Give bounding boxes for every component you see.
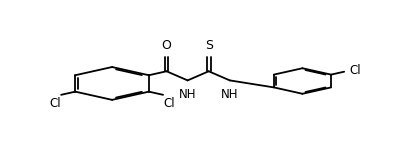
Text: NH: NH — [220, 88, 238, 101]
Text: S: S — [204, 39, 212, 52]
Text: NH: NH — [179, 88, 196, 101]
Text: Cl: Cl — [162, 97, 174, 110]
Text: Cl: Cl — [349, 64, 360, 77]
Text: O: O — [161, 39, 171, 52]
Text: Cl: Cl — [49, 97, 61, 110]
